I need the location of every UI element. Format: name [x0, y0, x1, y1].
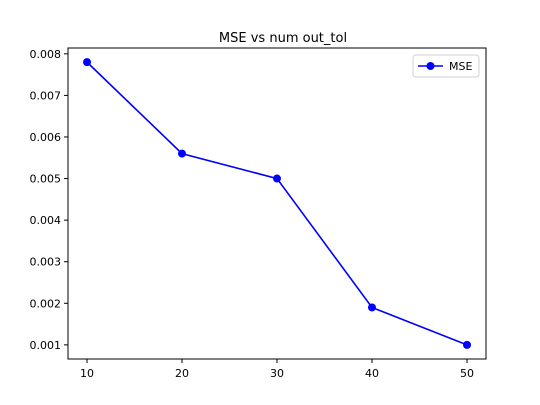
y-tick-label: 0.007 [30, 89, 62, 102]
data-point [463, 340, 471, 349]
data-point [273, 174, 281, 183]
series-group [83, 58, 471, 349]
y-tick-label: 0.006 [30, 131, 62, 144]
legend-marker-sample [426, 62, 435, 70]
x-tick-label: 40 [365, 367, 379, 380]
y-tick-label: 0.002 [30, 297, 62, 310]
y-tick-label: 0.003 [30, 256, 62, 269]
series-line-mse [86, 61, 468, 346]
x-tick-label: 50 [460, 367, 474, 380]
chart-title: MSE vs num out_tol [219, 31, 347, 46]
data-point [83, 58, 91, 67]
y-tick-label: 0.005 [30, 173, 62, 186]
legend-box [412, 54, 480, 78]
y-tick-label: 0.001 [30, 339, 62, 352]
y-tick-label: 0.008 [30, 48, 62, 61]
y-tick-label: 0.004 [30, 214, 62, 227]
plot-area-frame [67, 47, 487, 360]
legend-entry-mse: MSE [449, 60, 472, 73]
x-tick-label: 10 [80, 367, 94, 380]
x-tick-label: 20 [175, 367, 189, 380]
x-axis: 10 20 30 40 50 [80, 359, 474, 380]
legend: MSE [412, 54, 480, 78]
y-axis: 0.001 0.002 0.003 0.004 0.005 0.006 0.007 0.008 [30, 48, 68, 352]
data-point [368, 303, 376, 312]
x-tick-label: 30 [270, 367, 284, 380]
data-point [178, 149, 186, 158]
